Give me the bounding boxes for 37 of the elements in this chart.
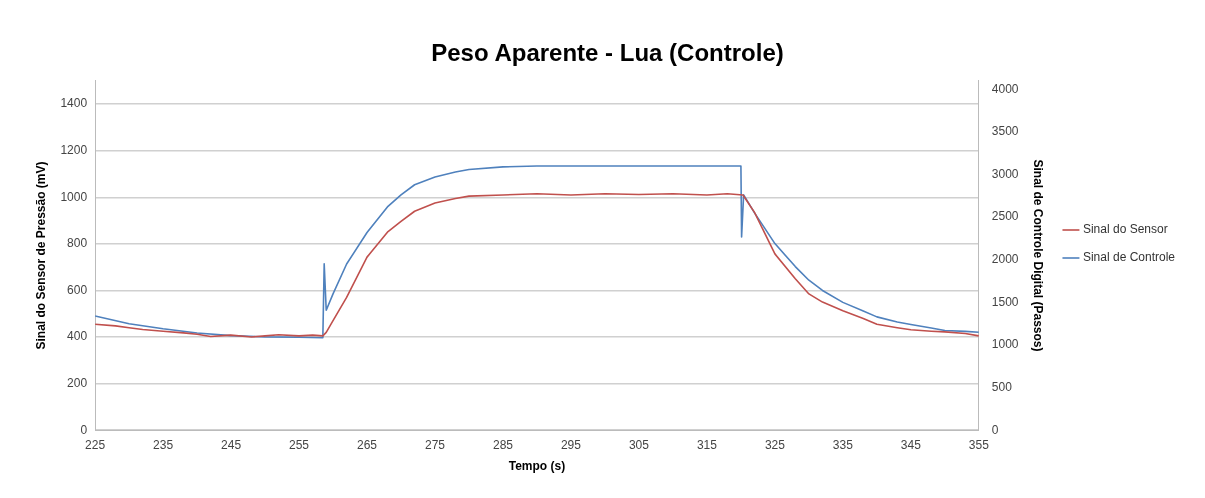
y-tick-label: 1000 [60, 189, 88, 204]
y-tick-label: 600 [67, 282, 88, 297]
y-tick-label: 400 [67, 329, 88, 344]
y2-tick-label: 1000 [991, 337, 1019, 352]
x-tick-label: 335 [832, 437, 854, 452]
y2-tick-label: 500 [991, 379, 1013, 394]
x-axis-title: Tempo (s) [508, 459, 566, 474]
y2-axis-title: Sinal de Controle Digital (Passos) [1031, 159, 1046, 352]
x-tick-label: 295 [560, 437, 582, 452]
y2-tick-label: 0 [991, 422, 999, 437]
x-tick-label: 235 [153, 437, 174, 452]
x-tick-label: 345 [900, 437, 922, 452]
x-tick-label: 275 [424, 437, 446, 452]
legend-label: Sinal de Controle [1082, 250, 1176, 265]
x-tick-label: 245 [221, 437, 242, 452]
x-tick-label: 225 [85, 437, 106, 452]
y-axis-title: Sinal do Sensor de Pressão (mV) [33, 161, 48, 350]
y2-tick-label: 3500 [991, 124, 1019, 139]
y2-tick-label: 2500 [991, 209, 1019, 224]
y2-tick-label: 4000 [991, 81, 1019, 96]
y-tick-label: 200 [67, 375, 88, 390]
x-tick-label: 305 [628, 437, 650, 452]
y-tick-label: 800 [67, 236, 88, 251]
x-tick-label: 325 [764, 437, 786, 452]
y2-tick-label: 1500 [991, 294, 1019, 309]
x-tick-label: 315 [696, 437, 718, 452]
y2-tick-label: 2000 [991, 252, 1019, 267]
x-tick-label: 265 [357, 437, 378, 452]
legend-label: Sinal do Sensor [1082, 222, 1168, 237]
chart-title: Peso Aparente - Lua (Controle) [431, 39, 784, 67]
y2-tick-label: 3000 [991, 166, 1019, 181]
y-tick-label: 0 [80, 422, 88, 437]
y-tick-label: 1200 [60, 142, 88, 157]
x-tick-label: 255 [289, 437, 310, 452]
y-tick-label: 1400 [60, 96, 88, 111]
x-tick-label: 355 [968, 437, 990, 452]
x-tick-label: 285 [492, 437, 514, 452]
